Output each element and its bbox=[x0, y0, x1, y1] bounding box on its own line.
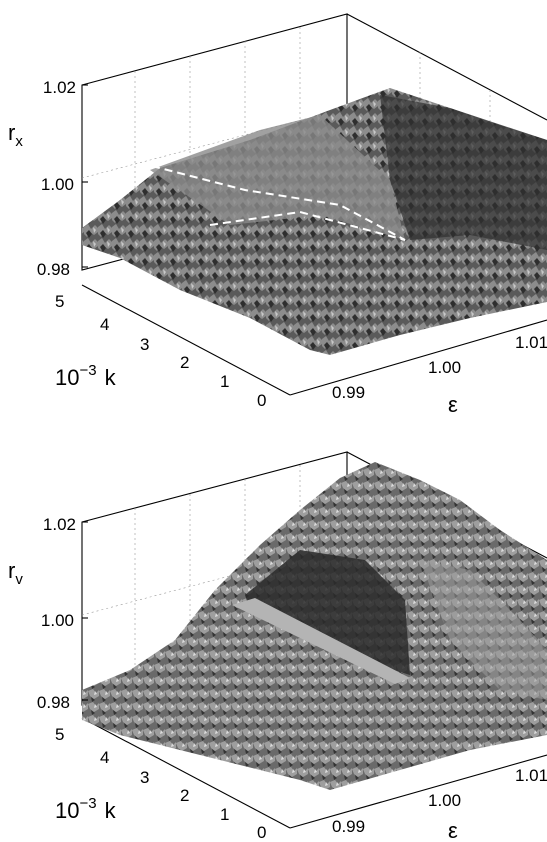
z-tick-top-1.02: 1.02 bbox=[43, 78, 76, 97]
z-tick-top-0.98: 0.98 bbox=[37, 260, 70, 279]
z-label-bottom: rv bbox=[8, 558, 23, 588]
box-floor-front-bottom bbox=[289, 754, 547, 829]
surface-bottom-blade bbox=[232, 598, 410, 684]
y-tick-bottom-4: 4 bbox=[100, 748, 109, 767]
x-label-top: ε bbox=[448, 392, 458, 417]
x-tick-top-0.99: 0.99 bbox=[332, 383, 365, 402]
panel-top: 1.02 1.00 0.98 rx 5 4 3 2 1 0 10−3 k 0.99… bbox=[8, 13, 547, 417]
y-tick-top-0: 0 bbox=[257, 391, 266, 410]
surface-top-shade bbox=[380, 95, 547, 250]
box-floor-left bbox=[81, 284, 291, 396]
surface-top-plateau bbox=[150, 115, 405, 240]
x-tick-top-1.00: 1.00 bbox=[428, 358, 461, 377]
y-tick-bottom-3: 3 bbox=[140, 768, 149, 787]
box-back-right bbox=[346, 13, 547, 121]
z-tick-bottom-0.98: 0.98 bbox=[37, 693, 70, 712]
surface-bottom-trough bbox=[245, 550, 410, 675]
y-tick-bottom-0: 0 bbox=[257, 823, 266, 842]
y-tick-top-3: 3 bbox=[140, 335, 149, 354]
y-tick-bottom-5: 5 bbox=[55, 725, 64, 744]
z-tick-bottom-1.00: 1.00 bbox=[41, 611, 74, 630]
x-tick-bottom-1.01: 1.01 bbox=[515, 766, 547, 785]
x-tick-top-1.01: 1.01 bbox=[515, 333, 547, 352]
y-label-bottom: 10−3 k bbox=[55, 795, 117, 823]
y-tick-top-4: 4 bbox=[100, 315, 109, 334]
dashed-line-lower bbox=[209, 210, 406, 241]
box-floor-front bbox=[289, 319, 547, 396]
x-label-bottom: ε bbox=[448, 818, 458, 842]
x-tick-bottom-0.99: 0.99 bbox=[332, 817, 365, 836]
y-tick-top-5: 5 bbox=[55, 292, 64, 311]
box-floor-left-bottom bbox=[81, 717, 291, 829]
z-tick-bottom-1.02: 1.02 bbox=[43, 515, 76, 534]
panel-bottom: 1.02 1.00 0.98 rv 5 4 3 2 1 0 10−3 k 0.99… bbox=[8, 451, 547, 842]
y-tick-top-2: 2 bbox=[180, 353, 189, 372]
y-tick-top-1: 1 bbox=[220, 372, 229, 391]
y-label-top: 10−3 k bbox=[55, 362, 117, 390]
x-tick-bottom-1.00: 1.00 bbox=[428, 791, 461, 810]
z-label-top: rx bbox=[8, 120, 23, 150]
y-tick-bottom-2: 2 bbox=[180, 786, 189, 805]
z-tick-top-1.00: 1.00 bbox=[41, 175, 74, 194]
dashed-line-upper bbox=[151, 165, 406, 241]
y-tick-bottom-1: 1 bbox=[220, 805, 229, 824]
surface-bottom-ridge bbox=[420, 560, 547, 700]
